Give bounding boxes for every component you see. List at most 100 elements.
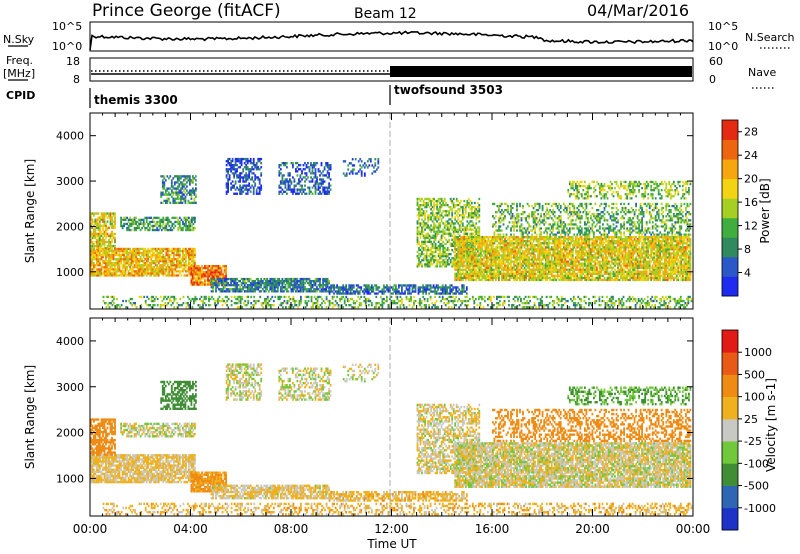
range-cell <box>151 249 154 253</box>
range-cell <box>100 218 103 221</box>
range-cell <box>178 179 181 182</box>
range-cell <box>245 176 248 179</box>
range-cell <box>313 184 315 187</box>
range-cell <box>470 250 473 253</box>
range-cell <box>246 176 249 179</box>
range-cell <box>464 244 467 248</box>
range-cell <box>407 290 409 293</box>
range-cell <box>133 258 136 261</box>
range-cell <box>127 258 130 261</box>
range-cell <box>416 265 419 268</box>
range-cell <box>165 266 168 269</box>
range-cell <box>150 262 153 265</box>
range-cell <box>190 269 193 272</box>
range-cell <box>311 164 314 167</box>
range-cell <box>287 174 290 177</box>
range-cell <box>126 251 128 255</box>
range-cell <box>212 288 214 291</box>
range-cell <box>179 195 182 198</box>
range-cell <box>186 264 189 267</box>
range-cell <box>337 292 340 295</box>
range-cell <box>228 178 231 181</box>
range-cell <box>184 191 187 194</box>
range-cell <box>278 172 281 175</box>
range-cell <box>100 238 103 242</box>
range-cell <box>496 264 499 267</box>
range-cell <box>525 262 527 265</box>
range-cell <box>464 278 467 282</box>
range-cell <box>186 177 188 180</box>
range-cell <box>535 258 538 261</box>
range-cell <box>161 193 164 196</box>
range-cell <box>550 278 553 282</box>
range-cell <box>433 238 435 241</box>
range-cell <box>393 290 396 293</box>
range-cell <box>526 264 529 267</box>
range-cell <box>540 276 542 280</box>
range-cell <box>167 177 170 180</box>
range-cell <box>478 258 481 261</box>
range-cell <box>501 250 503 253</box>
range-cell <box>547 252 550 255</box>
range-cell <box>537 244 539 247</box>
range-cell <box>464 232 467 235</box>
range-cell <box>540 264 542 267</box>
range-cell <box>440 242 443 246</box>
range-cell <box>286 288 288 291</box>
range-cell <box>418 248 420 252</box>
range-cell <box>269 288 272 291</box>
range-cell <box>180 226 183 230</box>
range-cell <box>514 268 517 271</box>
range-cell <box>94 264 97 267</box>
range-cell <box>434 212 437 215</box>
range-cell <box>258 286 261 289</box>
range-cell <box>216 286 219 289</box>
range-cell <box>473 234 476 237</box>
range-cell <box>185 270 187 273</box>
range-cell <box>90 268 92 271</box>
range-cell <box>508 266 511 269</box>
range-cell <box>103 245 106 248</box>
range-cell <box>237 188 240 191</box>
range-cell <box>126 266 128 269</box>
range-cell <box>189 179 191 182</box>
range-cell <box>523 256 526 259</box>
range-cell <box>240 176 243 179</box>
range-cell <box>476 230 479 233</box>
range-cell <box>419 290 421 293</box>
range-cell <box>225 186 228 189</box>
range-cell <box>136 249 139 253</box>
range-cell <box>448 206 451 209</box>
range-cell <box>90 238 92 242</box>
range-cell <box>427 220 429 223</box>
range-cell <box>469 224 472 227</box>
range-cell <box>195 183 197 186</box>
range-cell <box>211 267 214 270</box>
range-cell <box>422 290 424 293</box>
range-cell <box>452 263 455 266</box>
range-cell <box>517 264 520 267</box>
range-cell <box>466 220 469 223</box>
range-cell <box>537 258 539 261</box>
range-cell <box>461 286 464 289</box>
range-cell <box>313 176 315 179</box>
range-cell <box>486 250 488 253</box>
range-cell <box>180 266 183 269</box>
range-cell <box>208 265 211 268</box>
range-cell <box>460 248 463 251</box>
range-cell <box>422 242 425 246</box>
range-cell <box>234 164 237 167</box>
range-cell <box>319 170 321 173</box>
range-cell <box>508 242 511 245</box>
range-cell <box>127 251 130 255</box>
range-cell <box>440 199 443 203</box>
range-cell <box>311 178 314 181</box>
range-cell <box>363 166 366 169</box>
range-cell <box>465 292 468 295</box>
range-cell <box>319 182 321 185</box>
range-cell <box>196 265 199 268</box>
range-cell <box>97 238 100 242</box>
range-cell <box>169 249 172 253</box>
range-cell <box>184 199 187 202</box>
range-cell <box>418 257 420 260</box>
